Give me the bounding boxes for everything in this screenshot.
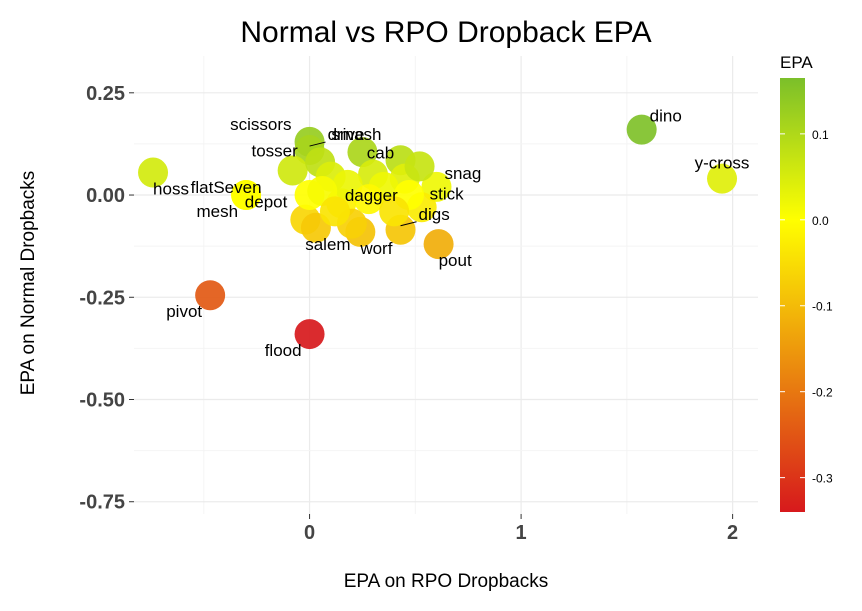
point-label: dagger	[345, 186, 398, 205]
legend-tick-label: -0.1	[812, 300, 833, 314]
data-point	[294, 319, 325, 350]
point-labels: dino y-cross hoss scissors drive tosser flatSe…	[153, 107, 749, 360]
point-label: flood	[265, 341, 302, 360]
data-point	[277, 155, 308, 186]
data-point	[347, 137, 378, 168]
point-label: pout	[439, 251, 472, 270]
point-label: depot	[245, 193, 288, 212]
point-label: tosser	[251, 142, 298, 161]
color-legend: EPA 0.1 0.0 -0.1 -0.2 -0.3	[780, 53, 833, 512]
data-point	[707, 163, 738, 194]
label-leader-line	[309, 141, 326, 147]
data-point	[404, 151, 435, 182]
legend-title: EPA	[780, 53, 813, 72]
data-point	[195, 280, 226, 311]
point-label: stick	[430, 184, 465, 203]
point-label: pivot	[166, 302, 202, 321]
x-tick-label: 1	[516, 522, 527, 544]
point-label: y-cross	[695, 154, 750, 173]
point-label: cab	[367, 143, 394, 162]
data-point	[319, 196, 350, 227]
point-label: digs	[419, 205, 450, 224]
point-label: snag	[444, 164, 481, 183]
legend-tick-label: 0.0	[812, 214, 829, 228]
y-tick-label: -0.75	[79, 492, 125, 514]
point-label: drive	[328, 125, 365, 144]
point-label: scissors	[230, 115, 291, 134]
data-points	[138, 114, 738, 350]
point-label: salem	[305, 235, 350, 254]
legend-colorbar	[780, 78, 805, 512]
data-point	[379, 196, 410, 227]
y-tick-label: 0.00	[86, 185, 125, 207]
data-point	[231, 180, 262, 211]
point-label: smash	[331, 125, 381, 144]
y-tick-label: -0.25	[79, 287, 125, 309]
point-label: worf	[359, 239, 392, 258]
data-point	[353, 184, 384, 215]
chart-title: Normal vs RPO Dropback EPA	[240, 16, 651, 49]
x-tick-label: 2	[727, 522, 738, 544]
legend-tick-label: -0.3	[812, 472, 833, 486]
data-point	[138, 157, 169, 188]
point-label: flatSeven	[191, 178, 262, 197]
y-tick-label: 0.25	[86, 83, 125, 105]
y-axis-label: EPA on Normal Dropbacks	[18, 171, 39, 396]
x-axis-label: EPA on RPO Dropbacks	[344, 571, 549, 592]
data-point	[626, 114, 657, 145]
point-label: mesh	[197, 202, 239, 221]
axes: 0 1 2 0.25 0.00 -0.25 -0.50 -0.75	[79, 83, 738, 544]
y-tick-label: -0.50	[79, 390, 125, 412]
data-point	[332, 169, 363, 200]
label-leader-line	[400, 221, 417, 227]
legend-tick-label: -0.2	[812, 386, 833, 400]
data-point	[423, 229, 454, 260]
point-label: dino	[650, 107, 682, 126]
legend-tick-label: 0.1	[812, 128, 829, 142]
x-tick-label: 0	[304, 522, 315, 544]
point-label: hoss	[153, 180, 189, 199]
